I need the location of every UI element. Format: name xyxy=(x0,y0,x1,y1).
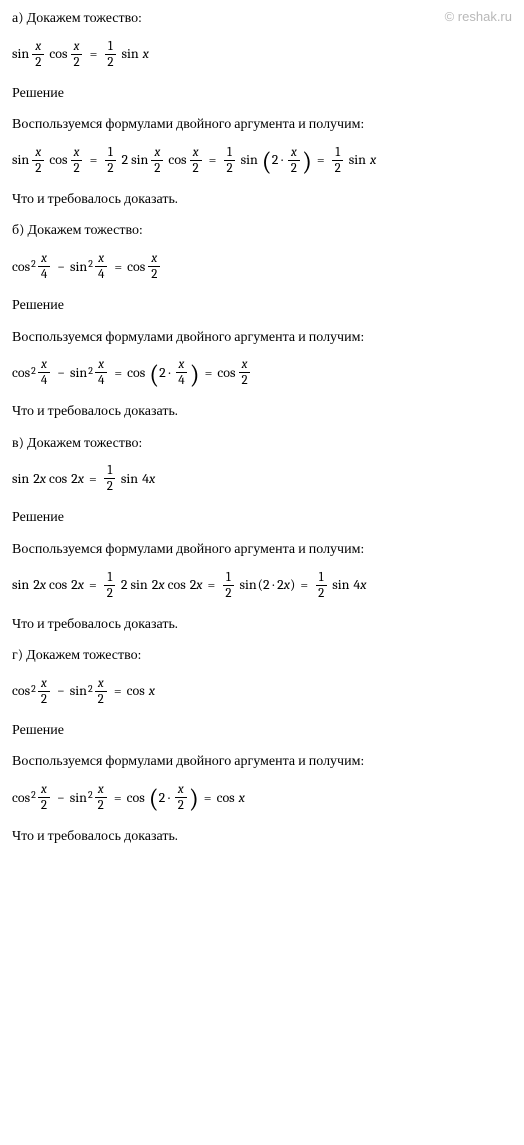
section-c-proof: sin 2x cos 2x = 12 2 sin 2x cos 2x = 12 … xyxy=(12,571,512,600)
section-a-qed: Что и требовалось доказать. xyxy=(12,189,512,209)
section-b-method: Воспользуемся формулами двойного аргумен… xyxy=(12,327,512,347)
section-b-proof: cos2 x4 − sin2 x4 = cos ( 2 · x4 ) = cos… xyxy=(12,358,512,387)
frac-x-2: x2 xyxy=(32,40,44,69)
section-d-method: Воспользуемся формулами двойного аргумен… xyxy=(12,751,512,771)
var-x: x xyxy=(143,44,149,64)
cos-fn: cos xyxy=(49,44,67,64)
section-c-identity: sin 2x cos 2x = 12 sin 4x xyxy=(12,464,512,493)
section-a-identity: sin x2 cos x2 = 12 sin x xyxy=(12,40,512,69)
section-d-title: г) Докажем тожество: xyxy=(12,645,512,665)
section-a-method: Воспользуемся формулами двойного аргумен… xyxy=(12,114,512,134)
section-c-title: в) Докажем тожество: xyxy=(12,433,512,453)
equals: = xyxy=(90,44,98,64)
frac-x-2: x2 xyxy=(70,40,82,69)
frac-1-2: 12 xyxy=(104,40,116,69)
section-c-qed: Что и требовалось доказать. xyxy=(12,614,512,634)
section-a-proof: sin x2 cos x2 = 12 2 sin x2 cos x2 = 12 … xyxy=(12,146,512,175)
section-c-method: Воспользуемся формулами двойного аргумен… xyxy=(12,539,512,559)
section-d-qed: Что и требовалось доказать. xyxy=(12,826,512,846)
section-b-title: б) Докажем тожество: xyxy=(12,220,512,240)
section-b-qed: Что и требовалось доказать. xyxy=(12,401,512,421)
sin-fn: sin xyxy=(12,44,29,64)
section-a-title: а) Докажем тожество: xyxy=(12,8,512,28)
section-b-identity: cos2 x4 − sin2 x4 = cos x2 xyxy=(12,252,512,281)
sin-fn: sin xyxy=(121,44,138,64)
section-d-solution-label: Решение xyxy=(12,720,512,740)
section-d-proof: cos2 x2 − sin2 x2 = cos ( 2 · x2 ) = cos… xyxy=(12,783,512,812)
section-d-identity: cos2 x2 − sin2 x2 = cos x xyxy=(12,677,512,706)
section-c-solution-label: Решение xyxy=(12,507,512,527)
section-a-solution-label: Решение xyxy=(12,83,512,103)
section-b-solution-label: Решение xyxy=(12,295,512,315)
watermark: © reshak.ru xyxy=(445,8,512,26)
